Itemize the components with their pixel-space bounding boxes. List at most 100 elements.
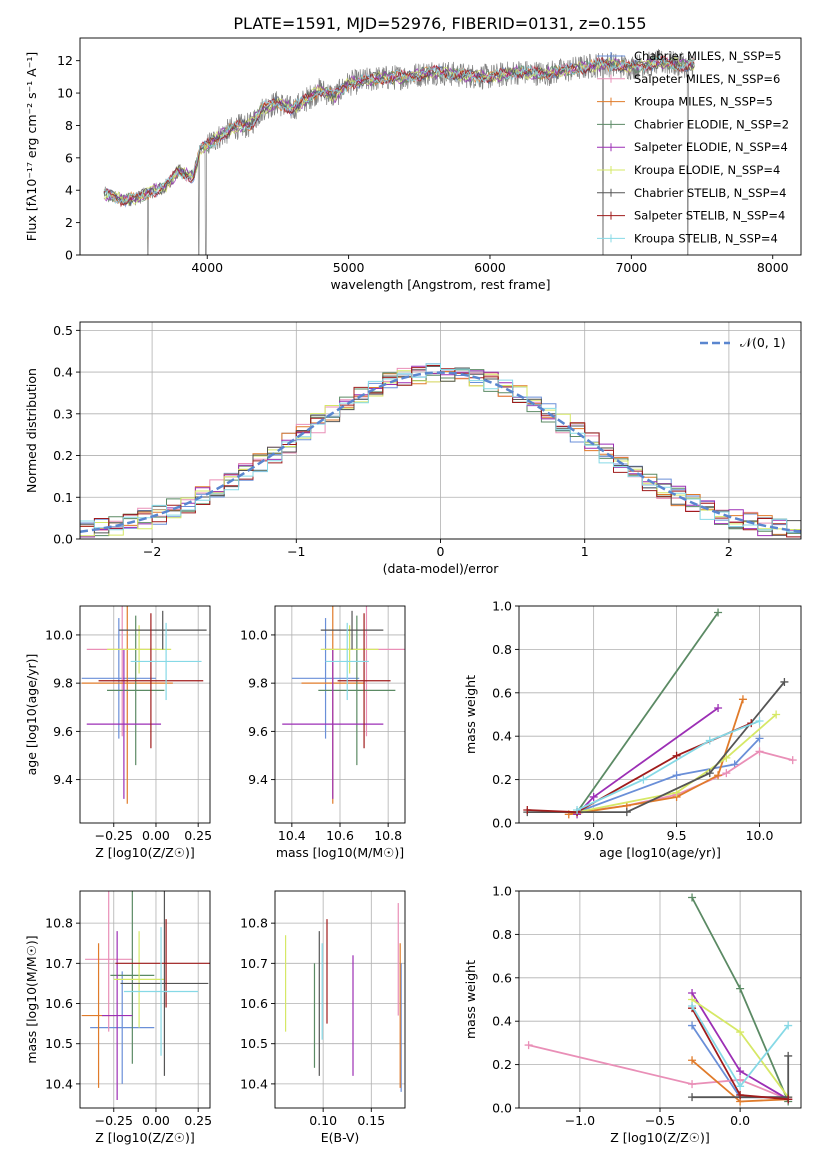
data-point: [325, 622, 369, 701]
weight-marker: [722, 769, 731, 778]
weight-marker: [722, 753, 731, 762]
y-tick-label: 10.5: [45, 1036, 73, 1051]
y-tick-label: 0.5: [53, 323, 73, 338]
data-point: [282, 649, 384, 799]
weight-marker: [772, 710, 781, 719]
weight-marker: [755, 747, 764, 756]
model-spectrum-line: [103, 55, 695, 208]
panel-residual-histogram: −2 −1 0 1 2 0.0 0.1 0.2 0.3 0.4 0.5 (data-model)/er…: [24, 321, 802, 576]
y-tick-label: 12: [57, 53, 73, 68]
weight-marker: [688, 893, 697, 902]
y-axis-label: Flux [fλ10⁻¹⁷ erg cm⁻² s⁻¹ A⁻¹]: [24, 52, 39, 241]
y-tick-label: 10.7: [45, 956, 73, 971]
legend-label: Chabrier ELODIE, N_SSP=2: [634, 117, 789, 131]
y-tick-label: 8: [65, 118, 73, 133]
x-tick-label: 0: [437, 544, 445, 559]
y-tick-label: 2: [65, 215, 73, 230]
legend: Chabrier MILES, N_SSP=5 Salpeter MILES, N…: [597, 49, 789, 245]
x-tick-label: 0.15: [357, 1113, 385, 1128]
weight-series-line: [576, 611, 719, 813]
weight-marker: [738, 695, 747, 704]
y-tick-label: 10.8: [240, 916, 268, 931]
panel-mass-weight-vs-age: 9.0 9.5 10.0 0.0 0.2 0.4 0.6 0.8 1.0 age [log10(a…: [463, 599, 802, 860]
y-tick-label: 9.4: [53, 772, 73, 787]
y-axis-label: mass weight: [463, 960, 478, 1039]
y-tick-label: 10.0: [45, 627, 73, 642]
data-point: [318, 615, 396, 766]
data-point: [337, 613, 391, 749]
x-axis-label: (data-model)/error: [383, 561, 500, 576]
weight-series-line: [528, 1044, 789, 1101]
weight-marker: [714, 771, 723, 780]
plot-area: [80, 363, 801, 539]
weight-marker: [714, 608, 723, 617]
x-axis-label: Z [log10(Z/Z☉)]: [95, 845, 195, 860]
axes: 0.10 0.15 10.4 10.5 10.6 10.7 10.8 E(B-V): [240, 890, 406, 1145]
data-point: [113, 931, 165, 1028]
y-axis-label: age [log10(age/yr)]: [24, 654, 39, 776]
axes: −2 −1 0 1 2 0.0 0.1 0.2 0.3 0.4 0.5 (data-model)/er…: [24, 321, 802, 576]
data-point: [81, 618, 156, 739]
y-tick-label: 9.6: [53, 724, 73, 739]
y-tick-label: 10.6: [240, 996, 268, 1011]
legend-label: Kroupa STELIB, N_SSP=4: [634, 231, 778, 245]
data-point: [107, 625, 172, 674]
y-tick-label: 0.2: [53, 448, 73, 463]
x-axis-label: wavelength [Angstrom, rest frame]: [330, 277, 550, 292]
y-tick-label: 10.5: [240, 1036, 268, 1051]
y-tick-label: 0.2: [492, 772, 512, 787]
weight-marker: [784, 1095, 793, 1104]
y-axis-label: mass [log10(M/M☉)]: [24, 935, 39, 1063]
y-tick-label: 0.6: [492, 685, 512, 700]
x-tick-label: 7000: [615, 260, 647, 275]
data-point: [118, 610, 207, 650]
weight-marker: [688, 1080, 697, 1089]
weight-marker: [589, 792, 598, 801]
y-tick-label: 0.1: [53, 490, 73, 505]
weight-series-line: [576, 720, 760, 811]
y-tick-label: 0.4: [492, 1014, 512, 1029]
weight-marker: [705, 769, 714, 778]
panel-mass-vs-Z: −0.25 0.00 0.25 10.4 10.5 10.6 10.7 10.8 Z [log1…: [24, 890, 212, 1145]
panels: 4000 5000 6000 7000 8000024681012wavelength …: [24, 37, 802, 1145]
y-axis-label: Normed distribution: [24, 368, 39, 493]
x-tick-label: −0.5: [645, 1113, 675, 1128]
y-axis-label: mass weight: [463, 675, 478, 754]
x-tick-label: 0.00: [142, 828, 170, 843]
legend-label: Chabrier STELIB, N_SSP=4: [634, 186, 786, 200]
weight-marker: [688, 1093, 697, 1102]
y-tick-label: 0.4: [492, 729, 512, 744]
data-point: [90, 971, 155, 1084]
x-axis-label: Z [log10(Z/Z☉)]: [95, 1130, 195, 1145]
weight-marker: [672, 788, 681, 797]
x-tick-label: 0.0: [730, 1113, 750, 1128]
y-tick-label: 0.3: [53, 406, 73, 421]
plot-area: [524, 893, 793, 1106]
model-spectrum-line: [103, 56, 695, 206]
axes-frame: [518, 605, 802, 824]
data-point: [115, 919, 210, 1008]
panel-age-vs-Z: −0.25 0.00 0.25 9.4 9.6 9.8 10.0 Z [log10(Z/Z☉)…: [24, 605, 212, 860]
weight-series-line: [576, 750, 793, 813]
data-point: [291, 618, 360, 739]
y-tick-label: 9.8: [53, 676, 73, 691]
x-tick-label: 0.25: [184, 828, 212, 843]
weight-marker: [784, 1051, 793, 1060]
x-tick-label: 9.0: [584, 828, 604, 843]
y-tick-label: 0.0: [492, 1101, 512, 1116]
normal-curve: [80, 371, 801, 533]
x-tick-label: 0.25: [184, 1113, 212, 1128]
axes: −0.25 0.00 0.25 9.4 9.6 9.8 10.0 Z [log10(Z/Z☉)…: [24, 605, 212, 860]
legend-label: Salpeter MILES, N_SSP=6: [634, 72, 780, 86]
data-point: [320, 610, 384, 650]
legend-label: Kroupa MILES, N_SSP=5: [634, 95, 773, 109]
y-tick-label: 10.6: [45, 996, 73, 1011]
y-tick-label: 10.0: [240, 627, 268, 642]
weight-marker: [523, 805, 532, 814]
x-axis-label: E(B-V): [321, 1130, 360, 1145]
y-tick-label: 0.0: [53, 532, 73, 547]
weight-marker: [622, 808, 631, 817]
weight-marker: [736, 1090, 745, 1099]
weight-marker: [736, 984, 745, 993]
x-tick-label: 10.8: [374, 828, 402, 843]
